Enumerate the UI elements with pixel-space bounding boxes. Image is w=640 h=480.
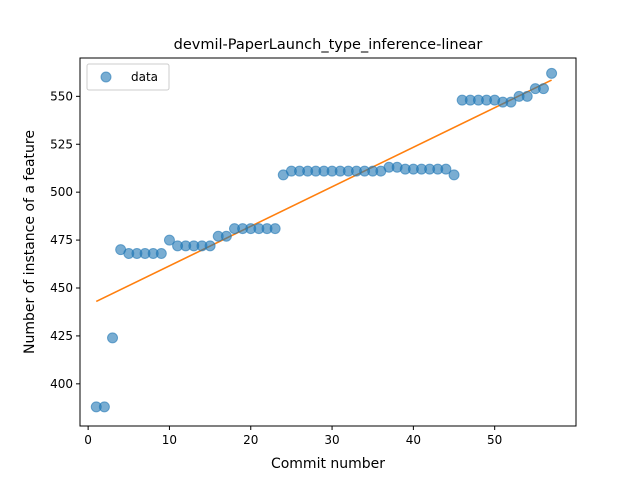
x-tick-label: 0 bbox=[84, 433, 92, 447]
y-tick-label: 500 bbox=[50, 185, 73, 199]
legend-marker-data bbox=[101, 72, 111, 82]
data-point bbox=[449, 170, 459, 180]
data-point bbox=[108, 333, 118, 343]
data-point bbox=[270, 224, 280, 234]
data-point bbox=[547, 68, 557, 78]
y-axis-label: Number of instance of a feature bbox=[22, 130, 38, 354]
legend-label-data: data bbox=[131, 70, 158, 84]
y-tick-label: 400 bbox=[50, 377, 73, 391]
data-point bbox=[99, 402, 109, 412]
data-point bbox=[221, 231, 231, 241]
data-point bbox=[538, 84, 548, 94]
x-tick-label: 50 bbox=[487, 433, 502, 447]
data-point bbox=[205, 241, 215, 251]
y-tick-label: 550 bbox=[50, 89, 73, 103]
x-tick-label: 20 bbox=[243, 433, 258, 447]
y-tick-label: 450 bbox=[50, 281, 73, 295]
x-tick-label: 10 bbox=[162, 433, 177, 447]
chart-title: devmil-PaperLaunch_type_inference-linear bbox=[174, 37, 483, 53]
x-tick-label: 30 bbox=[324, 433, 339, 447]
y-tick-label: 475 bbox=[50, 233, 73, 247]
data-point bbox=[522, 91, 532, 101]
legend: data bbox=[87, 64, 169, 90]
y-tick-label: 425 bbox=[50, 329, 73, 343]
y-tick-label: 525 bbox=[50, 137, 73, 151]
x-tick-label: 40 bbox=[406, 433, 421, 447]
data-point bbox=[156, 249, 166, 259]
x-axis-label: Commit number bbox=[271, 456, 385, 472]
